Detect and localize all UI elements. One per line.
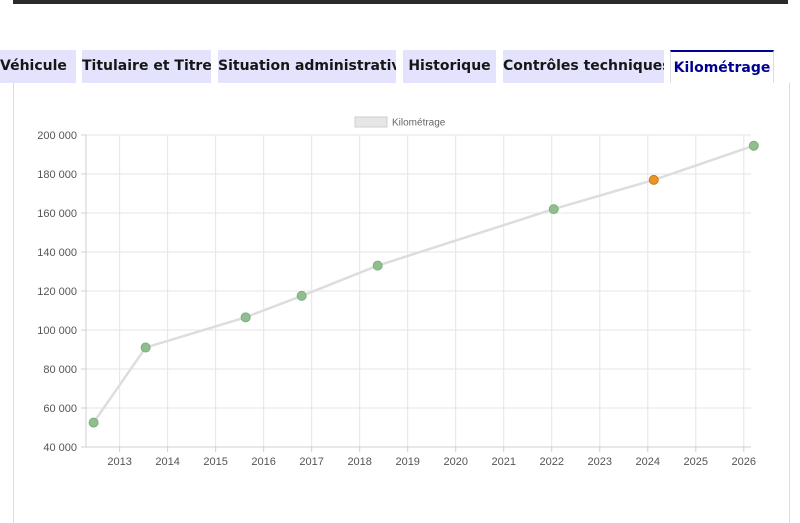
tab-controles-techniques[interactable]: Contrôles techniques [503,50,664,83]
tab-bar: Véhicule Titulaire et Titre Situation ad… [0,50,800,85]
chart-axes [81,134,751,452]
y-tick-label: 80 000 [43,364,77,376]
tab-situation-administrative[interactable]: Situation administrative [218,50,396,83]
x-tick-label: 2024 [636,456,660,468]
x-tick-label: 2014 [155,456,179,468]
x-tick-label: 2018 [347,456,371,468]
legend-swatch [354,116,388,128]
x-tick-label: 2013 [107,456,131,468]
x-axis-labels: 2013 2014 2015 2016 2017 2018 2019 2020 2021 2022… [107,456,756,468]
y-tick-label: 100 000 [37,325,77,337]
x-tick-label: 2023 [588,456,612,468]
y-axis-labels: 200 000 180 000 160 000 140 000 120 000 100 0… [37,130,77,454]
chart-legend: Kilométrage [354,116,446,129]
x-tick-label: 2020 [443,456,467,468]
x-tick-label: 2019 [395,456,419,468]
data-point [88,417,99,428]
series-kilometrage [88,140,759,428]
x-tick-label: 2022 [539,456,563,468]
data-point [140,342,151,353]
y-tick-label: 40 000 [43,442,77,454]
data-point [548,204,559,215]
y-tick-label: 180 000 [37,169,77,181]
tab-vehicule[interactable]: Véhicule [0,50,76,83]
x-tick-label: 2016 [251,456,275,468]
chart-panel [13,83,790,523]
data-point [748,140,759,151]
x-tick-label: 2015 [203,456,227,468]
data-point [240,312,251,323]
x-tick-label: 2025 [684,456,708,468]
tab-kilometrage[interactable]: Kilométrage [670,50,774,85]
x-tick-label: 2021 [491,456,515,468]
data-point-highlighted [648,174,659,185]
y-tick-label: 60 000 [43,403,77,415]
y-tick-label: 200 000 [37,130,77,142]
y-tick-label: 140 000 [37,247,77,259]
y-tick-label: 160 000 [37,208,77,220]
x-tick-label: 2017 [299,456,323,468]
data-point [296,290,307,301]
y-tick-label: 120 000 [37,286,77,298]
tab-titulaire[interactable]: Titulaire et Titre [82,50,211,83]
data-point [372,260,383,271]
legend-label: Kilométrage [392,118,446,129]
tab-historique[interactable]: Historique [403,50,496,83]
series-line [92,144,755,424]
x-tick-label: 2026 [732,456,756,468]
top-border [13,0,788,4]
